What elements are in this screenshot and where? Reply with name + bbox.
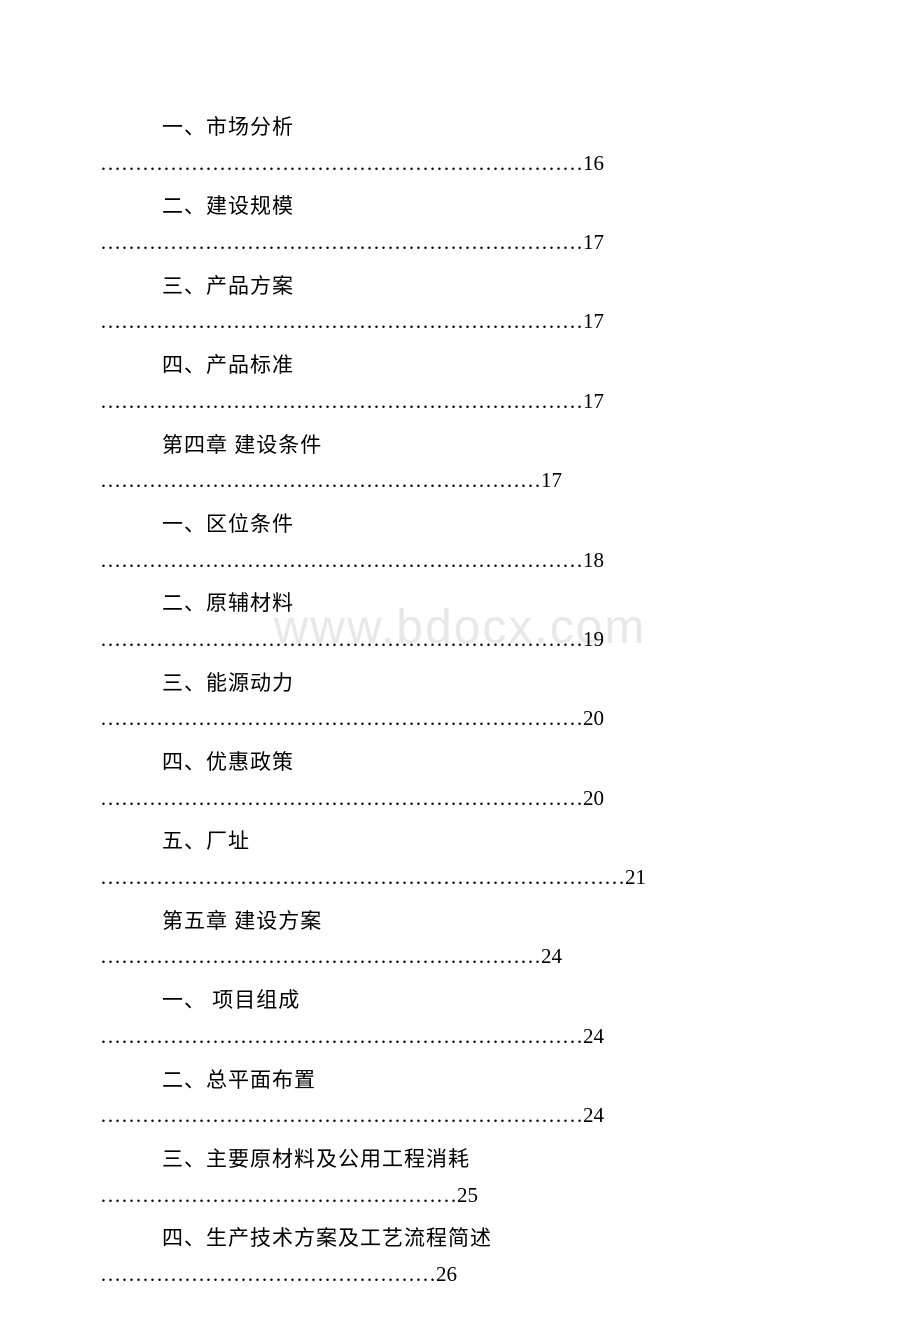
toc-entry-title: 第四章 建设条件 [100, 428, 820, 464]
toc-entry-dots-line: …………………………………………26 [100, 1257, 820, 1293]
toc-entry-dots-line: ……………………………………………………………20 [100, 701, 820, 737]
toc-entry: 四、产品标准……………………………………………………………17 [100, 348, 820, 419]
toc-entry-title: 三、主要原材料及公用工程消耗 [100, 1142, 820, 1178]
toc-dots: …………………………………………………………… [100, 786, 583, 810]
toc-dots: …………………………………………………………… [100, 309, 583, 333]
toc-page-number: 19 [583, 627, 604, 651]
toc-entry-title: 四、优惠政策 [100, 745, 820, 781]
toc-entry-dots-line: ………………………………………………………17 [100, 463, 820, 499]
toc-page-number: 17 [583, 389, 604, 413]
toc-dots: …………………………………………… [100, 1183, 457, 1207]
toc-entry-title: 五、厂址 [100, 824, 820, 860]
toc-entry-dots-line: …………………………………………………………………21 [100, 860, 820, 896]
toc-entry: 一、市场分析……………………………………………………………16 [100, 110, 820, 181]
toc-entry: 一、区位条件……………………………………………………………18 [100, 507, 820, 578]
toc-dots: ………………………………………………………………… [100, 865, 625, 889]
toc-entry-title: 三、产品方案 [100, 269, 820, 305]
toc-entry-title: 一、区位条件 [100, 507, 820, 543]
toc-page-number: 17 [541, 468, 562, 492]
toc-entry: 第五章 建设方案………………………………………………………24 [100, 904, 820, 975]
toc-entry: 五、厂址…………………………………………………………………21 [100, 824, 820, 895]
toc-entry-title: 四、生产技术方案及工艺流程简述 [100, 1221, 820, 1257]
toc-dots: …………………………………………………………… [100, 706, 583, 730]
toc-entry-dots-line: ……………………………………………………………18 [100, 543, 820, 579]
toc-entry: 一、 项目组成……………………………………………………………24 [100, 983, 820, 1054]
toc-entry-title: 第五章 建设方案 [100, 904, 820, 940]
toc-entry-dots-line: ……………………………………………………………17 [100, 304, 820, 340]
toc-entry-dots-line: ……………………………………………………………20 [100, 781, 820, 817]
toc-entry-title: 二、原辅材料 [100, 586, 820, 622]
toc-entry-title: 三、能源动力 [100, 666, 820, 702]
toc-entry: 三、主要原材料及公用工程消耗……………………………………………25 [100, 1142, 820, 1213]
toc-dots: …………………………………………………………… [100, 548, 583, 572]
toc-page-number: 17 [583, 309, 604, 333]
toc-entry: 四、生产技术方案及工艺流程简述…………………………………………26 [100, 1221, 820, 1292]
toc-page-number: 24 [583, 1103, 604, 1127]
toc-entry: 四、优惠政策……………………………………………………………20 [100, 745, 820, 816]
toc-entry-dots-line: ……………………………………………………………24 [100, 1098, 820, 1134]
toc-dots: …………………………………………………………… [100, 151, 583, 175]
toc-entry-dots-line: ……………………………………………25 [100, 1178, 820, 1214]
toc-dots: …………………………………………………………… [100, 627, 583, 651]
toc-entry-title: 一、市场分析 [100, 110, 820, 146]
toc-entry-dots-line: ……………………………………………………………17 [100, 225, 820, 261]
toc-entry: 二、建设规模……………………………………………………………17 [100, 189, 820, 260]
toc-entry-title: 一、 项目组成 [100, 983, 820, 1019]
toc-entry-dots-line: ……………………………………………………………24 [100, 1019, 820, 1055]
toc-dots: …………………………………………………………… [100, 1103, 583, 1127]
toc-dots: ……………………………………………………… [100, 944, 541, 968]
toc-page-number: 20 [583, 786, 604, 810]
toc-entry-dots-line: ……………………………………………………………19 [100, 622, 820, 658]
toc-entry: 二、总平面布置……………………………………………………………24 [100, 1063, 820, 1134]
toc-page-number: 25 [457, 1183, 478, 1207]
toc-page-number: 21 [625, 865, 646, 889]
toc-entry-dots-line: ……………………………………………………………17 [100, 384, 820, 420]
toc-page-number: 20 [583, 706, 604, 730]
toc-page-number: 24 [583, 1024, 604, 1048]
toc-entry: 第四章 建设条件………………………………………………………17 [100, 428, 820, 499]
toc-entry: 三、产品方案……………………………………………………………17 [100, 269, 820, 340]
toc-page-number: 24 [541, 944, 562, 968]
toc-entry: 二、原辅材料……………………………………………………………19 [100, 586, 820, 657]
toc-dots: …………………………………………………………… [100, 1024, 583, 1048]
toc-dots: ……………………………………………………… [100, 468, 541, 492]
toc-entry: 三、能源动力……………………………………………………………20 [100, 666, 820, 737]
toc-page-number: 17 [583, 230, 604, 254]
toc-dots: …………………………………………………………… [100, 389, 583, 413]
toc-entry-title: 二、总平面布置 [100, 1063, 820, 1099]
toc-entry-title: 四、产品标准 [100, 348, 820, 384]
toc-container: 一、市场分析……………………………………………………………16二、建设规模………… [0, 0, 920, 1341]
toc-page-number: 18 [583, 548, 604, 572]
toc-dots: ………………………………………… [100, 1262, 436, 1286]
toc-page-number: 26 [436, 1262, 457, 1286]
toc-entry-dots-line: ……………………………………………………………16 [100, 146, 820, 182]
toc-entry-title: 二、建设规模 [100, 189, 820, 225]
toc-dots: …………………………………………………………… [100, 230, 583, 254]
toc-entry-dots-line: ………………………………………………………24 [100, 939, 820, 975]
toc-page-number: 16 [583, 151, 604, 175]
